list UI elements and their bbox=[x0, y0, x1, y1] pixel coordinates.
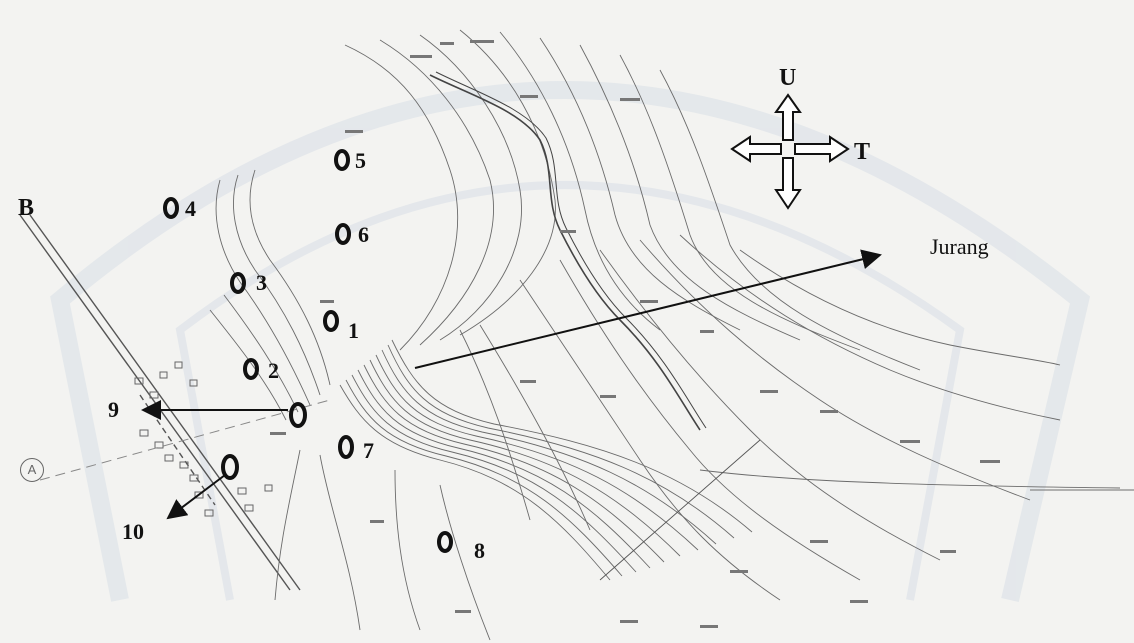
section-line bbox=[39, 399, 331, 481]
compass-west-arrow bbox=[730, 135, 782, 163]
observation-points bbox=[163, 149, 453, 553]
point-marker-1 bbox=[323, 310, 339, 332]
point-label-5: 5 bbox=[355, 148, 366, 173]
compass-north-label: U bbox=[779, 65, 797, 91]
arrow-to-10 bbox=[166, 474, 226, 520]
point-marker-8 bbox=[437, 531, 453, 553]
point-marker-9 bbox=[289, 402, 307, 428]
feature-label-jurang: Jurang bbox=[930, 234, 989, 259]
ravine-survey-line bbox=[599, 439, 761, 581]
point-marker-7 bbox=[338, 435, 354, 459]
point-label-3: 3 bbox=[256, 270, 267, 295]
point-label-8: 8 bbox=[474, 538, 485, 563]
section-marker-a: A bbox=[20, 458, 44, 482]
elevation-ticks bbox=[270, 40, 1000, 628]
point-marker-4 bbox=[163, 197, 179, 219]
map-edge-label-west: B bbox=[18, 195, 35, 221]
compass-south-arrow bbox=[774, 157, 802, 210]
compass-rose bbox=[730, 93, 850, 210]
compass-east-arrow bbox=[794, 135, 850, 163]
point-label-6: 6 bbox=[358, 222, 369, 247]
point-label-2: 2 bbox=[268, 358, 279, 383]
compass-north-arrow bbox=[774, 93, 802, 141]
point-marker-10 bbox=[221, 454, 239, 480]
point-marker-6 bbox=[335, 223, 351, 245]
point-marker-3 bbox=[230, 272, 246, 294]
jurang-arrow bbox=[414, 249, 882, 369]
compass-east-label: T bbox=[854, 139, 871, 165]
point-label-9: 9 bbox=[108, 397, 119, 422]
watermark-seal bbox=[50, 81, 1091, 603]
point-marker-5 bbox=[334, 149, 350, 171]
point-marker-2 bbox=[243, 358, 259, 380]
point-label-1: 1 bbox=[348, 318, 359, 343]
point-label-10: 10 bbox=[122, 519, 144, 544]
arrows bbox=[141, 249, 882, 520]
point-label-4: 4 bbox=[185, 196, 196, 221]
point-label-7: 7 bbox=[363, 438, 374, 463]
buildings bbox=[134, 361, 273, 517]
